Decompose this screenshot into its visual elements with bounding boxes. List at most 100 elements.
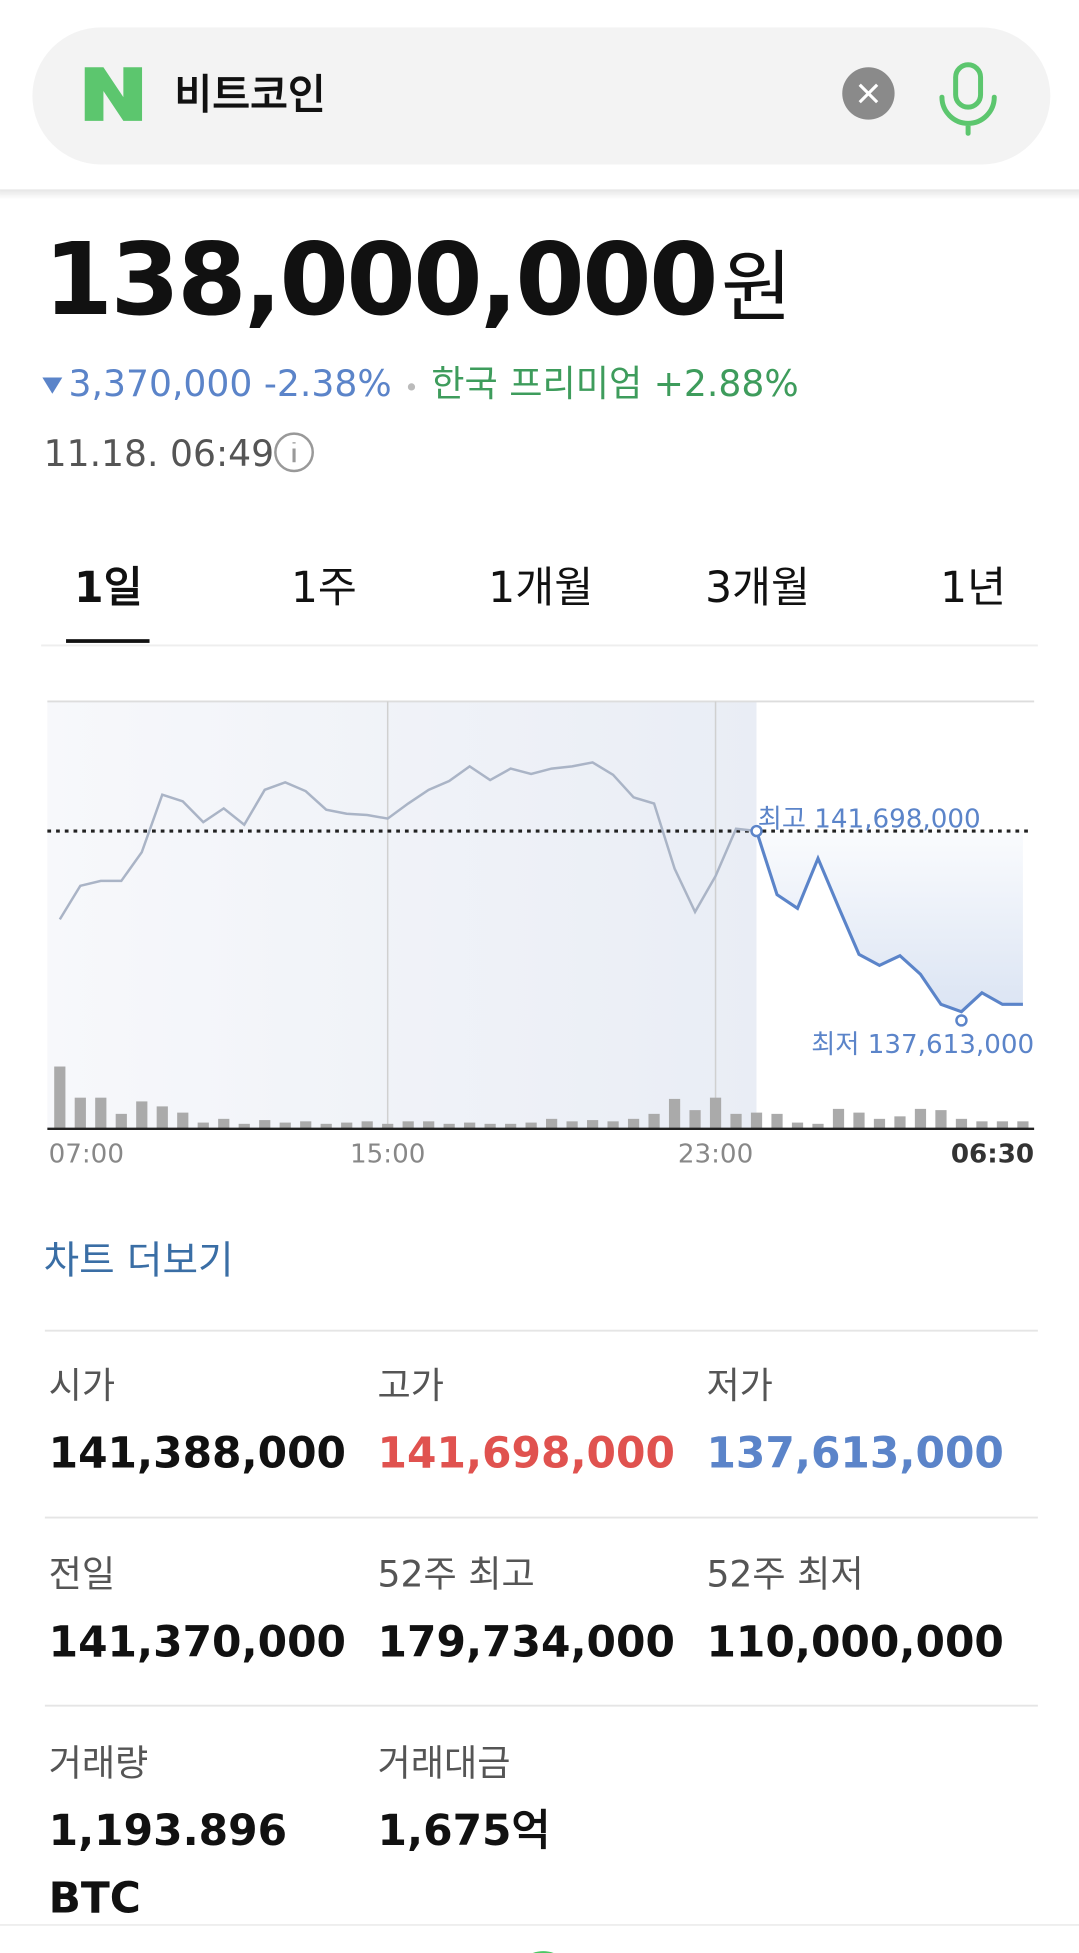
volume-bar [873, 1118, 886, 1129]
change-line: 3,370,000 -2.38% • 한국 프리미엄 +2.88% [69, 362, 799, 405]
volume-bar [156, 1106, 168, 1129]
stat-value: 141,388,000 [49, 1429, 346, 1478]
period-tab[interactable]: 1개월 [488, 563, 593, 612]
premium: 한국 프리미엄 +2.88% [431, 362, 798, 405]
volume-bar [730, 1113, 742, 1129]
volume-bar [74, 1097, 86, 1129]
volume-bar [996, 1121, 1009, 1129]
stat-label: 거래량 [49, 1741, 149, 1784]
period-tab[interactable]: 3개월 [705, 563, 810, 612]
volume-bar [259, 1120, 271, 1129]
volume-bar [115, 1113, 127, 1129]
x-tick-label: 06:30 [951, 1139, 1034, 1169]
volume-bar [238, 1123, 250, 1129]
stat-value: 1,193.896 [49, 1806, 288, 1855]
volume-bar [464, 1122, 476, 1129]
volume-bar [668, 1098, 681, 1129]
period-tab[interactable]: 1일 [74, 563, 142, 612]
naver-logo[interactable] [84, 67, 143, 121]
price: 138,000,000 [44, 221, 716, 338]
active-tab-underline [66, 639, 150, 643]
past-price-line [58, 761, 757, 921]
volume-bar [709, 1097, 722, 1129]
volume-bar [812, 1123, 824, 1129]
volume-bar [627, 1118, 640, 1129]
stat-value: 1,675억 [378, 1806, 551, 1855]
separator-dot: • [404, 373, 419, 402]
volume-bar [443, 1123, 455, 1129]
volume-bar [361, 1121, 373, 1129]
volume-bar [894, 1116, 906, 1129]
volume-bar [914, 1108, 927, 1129]
price-chart: 07:00 15:00 23:00 06:30 최고 141,698,000 최저 137… [47, 700, 1035, 1169]
high-label: 최고 141,698,000 [758, 804, 981, 834]
price-unit: 원 [721, 243, 792, 333]
info-icon[interactable] [274, 432, 314, 473]
mic-body [953, 62, 984, 110]
volume-bar [505, 1123, 517, 1129]
stat-value: 179,734,000 [378, 1617, 675, 1666]
clear-button[interactable] [842, 67, 895, 120]
period-tab[interactable]: 1년 [940, 563, 1006, 612]
mic-button[interactable] [939, 62, 997, 136]
stat-label: 52주 최고 [378, 1553, 535, 1596]
volume-bar [525, 1122, 537, 1129]
clear-x [858, 83, 879, 104]
volume-bar [853, 1112, 865, 1129]
volume-bar [279, 1122, 291, 1129]
volume-bar [1017, 1121, 1029, 1129]
stat-label: 52주 최저 [706, 1553, 863, 1596]
volume-bar [95, 1097, 107, 1129]
quote-time: 11.18. 06:49 [44, 432, 275, 475]
stat-value: 110,000,000 [706, 1617, 1003, 1666]
volume-bar [648, 1113, 660, 1129]
volume-bar [402, 1121, 414, 1129]
x-tick-label: 23:00 [678, 1139, 753, 1169]
volume-bar [300, 1121, 312, 1129]
volume-bar [177, 1112, 189, 1129]
volume-bar [791, 1122, 804, 1129]
stat-label: 거래대금 [378, 1741, 511, 1784]
x-tick-label: 07:00 [49, 1139, 124, 1169]
current-area [756, 831, 1023, 1012]
volume-bar [566, 1121, 578, 1129]
change: 3,370,000 -2.38% [69, 362, 392, 405]
x-tick-label: 15:00 [350, 1139, 425, 1169]
search-bar[interactable] [32, 27, 1051, 165]
volume-bar [586, 1120, 599, 1129]
volume-bar [607, 1121, 619, 1129]
volume-bar [484, 1123, 496, 1129]
volume-bar [955, 1118, 968, 1129]
stat-label: 전일 [49, 1553, 115, 1596]
volume-bar [689, 1110, 701, 1129]
mic-stand [939, 94, 997, 136]
volume-bar [197, 1122, 209, 1129]
stat-value: 137,613,000 [706, 1429, 1003, 1478]
down-arrow [42, 377, 63, 394]
current-price-line [755, 830, 1023, 1014]
more-chart-link[interactable]: 차트 더보기 [44, 1238, 234, 1283]
low-label: 최저 137,613,000 [811, 1030, 1034, 1060]
stat-label: 시가 [49, 1364, 115, 1407]
volume-bar [136, 1101, 148, 1129]
volume-bar [771, 1113, 783, 1129]
stats-table: 시가 141,388,000 고가 141,698,000 저가 137,613,000 전… [44, 1329, 1038, 1923]
stat-label: 저가 [706, 1364, 772, 1407]
stat-value: 141,370,000 [49, 1617, 346, 1666]
high-marker [750, 824, 763, 838]
volume-bar [935, 1110, 947, 1129]
stat-label: 고가 [378, 1364, 444, 1407]
period-tabs: 1일 1주 1개월 3개월 1년 [66, 563, 1006, 643]
volume-bar [382, 1123, 394, 1129]
search-query[interactable]: 비트코인 [174, 70, 325, 118]
stat-value: BTC [49, 1874, 141, 1923]
volume-bar [320, 1123, 332, 1129]
volume-bar [750, 1112, 763, 1129]
past-session-bg [47, 701, 757, 1129]
volume-bar [54, 1066, 66, 1129]
volume-bar [341, 1122, 353, 1129]
period-tab[interactable]: 1주 [291, 563, 357, 612]
header-shadow [0, 189, 1079, 200]
